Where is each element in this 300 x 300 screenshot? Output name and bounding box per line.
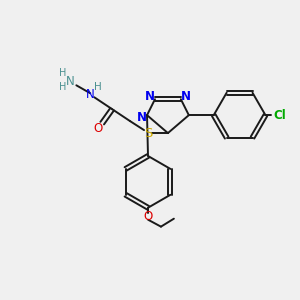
- Text: N: N: [86, 88, 95, 101]
- Text: N: N: [145, 90, 155, 103]
- Text: N: N: [66, 75, 75, 88]
- Text: S: S: [144, 127, 152, 140]
- Text: N: N: [181, 90, 191, 103]
- Text: H: H: [59, 68, 66, 78]
- Text: O: O: [94, 122, 103, 135]
- Text: N: N: [137, 111, 147, 124]
- Text: Cl: Cl: [273, 109, 286, 122]
- Text: H: H: [59, 82, 66, 92]
- Text: O: O: [143, 210, 153, 223]
- Text: H: H: [94, 82, 102, 92]
